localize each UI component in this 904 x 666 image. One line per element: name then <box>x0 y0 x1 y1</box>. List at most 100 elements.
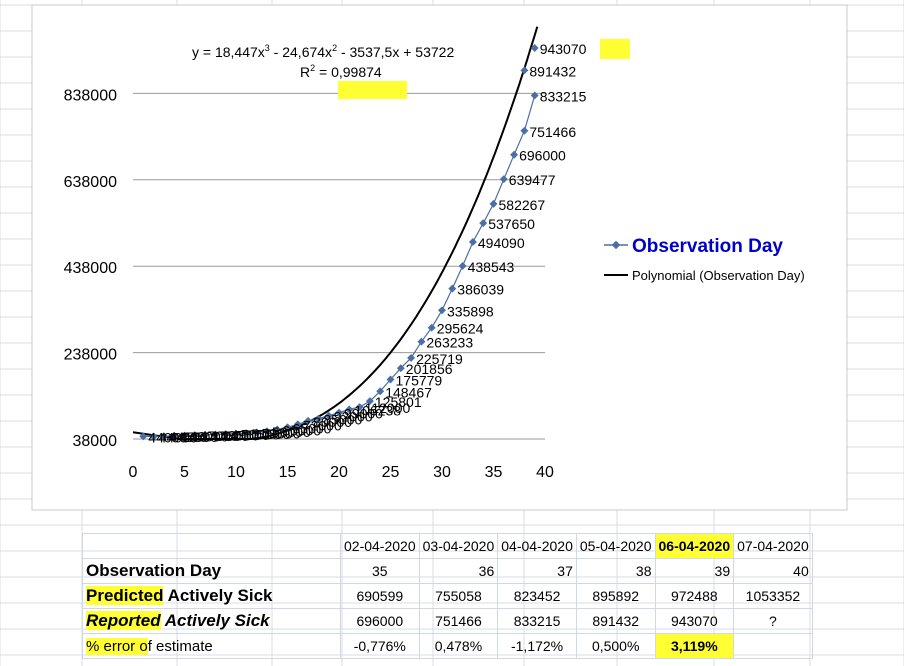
error-cell-highlighted[interactable]: 3,119% <box>654 633 735 659</box>
data-label: 295624 <box>437 321 484 337</box>
data-point <box>520 126 529 135</box>
observation-day-cell[interactable]: 38 <box>575 558 656 584</box>
row-label-observation-day[interactable]: Observation Day <box>82 558 341 584</box>
data-point <box>345 405 354 414</box>
y-tick-label: 38000 <box>73 433 118 450</box>
data-label: 148467 <box>385 384 432 400</box>
reported-cell[interactable]: 696000 <box>340 608 420 634</box>
date-cell[interactable]: 07-04-2020 <box>733 533 813 559</box>
data-point <box>489 199 498 208</box>
r2-r: R <box>300 64 310 80</box>
data-label: 47500 <box>210 428 249 444</box>
x-tick-label: 40 <box>536 464 554 481</box>
data-label: 112000 <box>365 400 411 416</box>
observation-day-cell[interactable]: 39 <box>654 558 735 584</box>
error-label-rest: f estimate <box>147 637 213 655</box>
predicted-cell[interactable]: 972488 <box>654 583 735 609</box>
data-point <box>304 416 313 425</box>
data-point <box>201 430 210 439</box>
data-label: 45500 <box>179 429 218 445</box>
trendline-path <box>132 26 539 440</box>
date-cell[interactable]: 02-04-2020 <box>340 533 420 559</box>
reported-cell[interactable]: 751466 <box>418 608 499 634</box>
eq-part-1: y = 18,447x <box>192 44 265 60</box>
predicted-cell[interactable]: 895892 <box>575 583 656 609</box>
data-label: 225719 <box>416 351 463 367</box>
date-cell-highlighted[interactable]: 06-04-2020 <box>654 533 735 559</box>
data-point <box>396 364 405 373</box>
data-label: 943070 <box>540 41 587 57</box>
data-label: 92000 <box>334 409 373 425</box>
x-axis-tick-labels: 0 5 10 15 20 25 30 35 40 <box>129 464 554 481</box>
observation-day-cell[interactable]: 40 <box>733 558 813 584</box>
data-point <box>139 432 148 441</box>
data-label: 49500 <box>231 427 270 443</box>
observation-day-cell[interactable]: 37 <box>497 558 577 584</box>
observation-day-cell[interactable]: 36 <box>418 558 499 584</box>
data-label: 56000 <box>272 424 311 440</box>
data-point <box>407 353 416 362</box>
reported-cell[interactable]: 833215 <box>497 608 577 634</box>
observation-day-cell[interactable]: 35 <box>340 558 420 584</box>
predicted-word: Predicted <box>86 586 164 605</box>
error-cell[interactable]: 0,500% <box>575 633 656 659</box>
error-cell[interactable]: -0,776% <box>340 633 420 659</box>
x-tick-label: 15 <box>279 464 297 481</box>
y-tick-label: 838000 <box>64 87 117 104</box>
data-table: 02-04-2020 03-04-2020 04-04-2020 05-04-2… <box>82 533 813 659</box>
data-label: 80000 <box>313 414 352 430</box>
row-label-predicted[interactable]: Predicted Actively Sick <box>82 583 341 609</box>
data-point <box>273 425 282 434</box>
y-axis-tick-labels: 38000 238000 438000 638000 838000 <box>64 87 117 450</box>
reported-cell[interactable]: 943070 <box>654 608 735 634</box>
data-point <box>149 432 158 441</box>
table-row-observation-day: Observation Day 35 36 37 38 39 40 <box>82 558 813 584</box>
series-observation-day <box>139 44 539 441</box>
data-point <box>232 429 240 438</box>
data-point <box>468 238 477 246</box>
error-cell[interactable] <box>733 633 813 659</box>
predicted-rest: Actively Sick <box>163 586 273 605</box>
error-cell[interactable]: 0,478% <box>418 633 499 659</box>
error-cell[interactable]: -1,172% <box>497 633 577 659</box>
chart-frame <box>31 4 848 511</box>
date-cell[interactable]: 04-04-2020 <box>497 533 577 559</box>
r2-sup: 2 <box>310 63 315 73</box>
data-label: 50500 <box>241 427 280 443</box>
predicted-cell[interactable]: 755058 <box>418 583 499 609</box>
eq-part-2: - 24,674x <box>270 44 332 60</box>
x-tick-label: 30 <box>433 464 451 481</box>
predicted-cell[interactable]: 823452 <box>497 583 577 609</box>
error-label-highlighted: % error o <box>86 637 148 655</box>
reported-cell[interactable]: 891432 <box>575 608 656 634</box>
data-label: 51500 <box>251 426 290 442</box>
data-point <box>221 430 230 438</box>
predicted-cell[interactable]: 1053352 <box>733 583 813 609</box>
x-tick-label: 5 <box>180 464 189 481</box>
data-label: 582267 <box>499 197 546 213</box>
date-cell[interactable]: 03-04-2020 <box>418 533 499 559</box>
data-point <box>293 420 302 429</box>
data-label: 639477 <box>509 172 556 188</box>
predicted-cell[interactable]: 690599 <box>340 583 420 609</box>
data-label: 696000 <box>519 148 566 164</box>
data-label: 263233 <box>426 335 473 351</box>
data-point <box>262 427 271 436</box>
data-label: 48500 <box>220 427 259 443</box>
reported-cell[interactable]: ? <box>733 608 813 634</box>
row-label-reported[interactable]: Reported Actively Sick <box>82 608 341 634</box>
data-label: 537650 <box>488 216 535 232</box>
row-label-error[interactable]: % error of estimate <box>82 633 341 659</box>
legend-entry-observation-day: Observation Day <box>632 236 783 257</box>
data-point <box>499 175 508 184</box>
blank-cell[interactable] <box>82 533 341 559</box>
data-point <box>376 387 385 396</box>
date-cell[interactable]: 05-04-2020 <box>575 533 656 559</box>
data-point <box>314 414 323 423</box>
table-row-predicted: Predicted Actively Sick 690599 755058 82… <box>82 583 813 609</box>
data-point <box>283 423 292 432</box>
eq-sup-3: 3 <box>265 43 270 53</box>
data-point <box>386 375 395 384</box>
trendline <box>132 26 539 440</box>
